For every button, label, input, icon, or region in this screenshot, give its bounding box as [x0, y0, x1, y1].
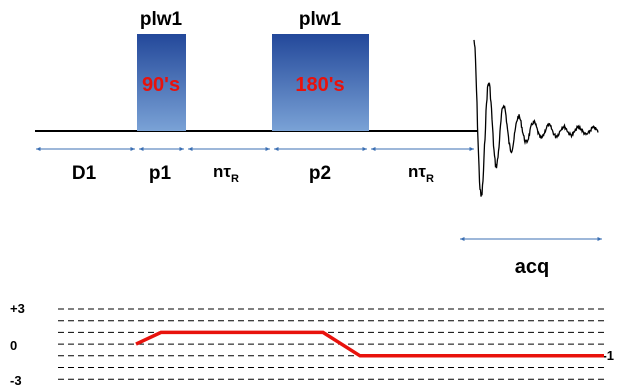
coherence-path	[135, 330, 604, 358]
pulse-90-angle-label: 90's	[142, 74, 180, 96]
ntr2-label-sub: R	[426, 173, 434, 185]
acq-label: acq	[515, 256, 549, 278]
d1-label: D1	[72, 163, 97, 184]
pulse-90	[137, 34, 186, 131]
pulse-180-angle-label: 180's	[295, 74, 344, 96]
ntr1-label: nτR	[213, 162, 239, 185]
level-label-end: -1	[602, 348, 614, 363]
pulse-90-power-label: plw1	[140, 9, 183, 30]
level-label-minus3: -3	[10, 373, 22, 388]
fid-signal	[473, 39, 599, 197]
pulse-180	[272, 34, 369, 131]
p1-label: p1	[149, 163, 172, 184]
level-label-0: 0	[10, 338, 17, 353]
coherence-levels	[58, 308, 604, 380]
ntr1-label-main: nτ	[213, 162, 231, 181]
level-label-plus3: +3	[10, 301, 25, 316]
ntr2-label-main: nτ	[408, 162, 426, 181]
p2-label: p2	[309, 163, 331, 184]
ntr1-label-sub: R	[231, 173, 239, 185]
ntr2-label: nτR	[408, 162, 434, 185]
pulse-180-power-label: plw1	[299, 9, 342, 30]
